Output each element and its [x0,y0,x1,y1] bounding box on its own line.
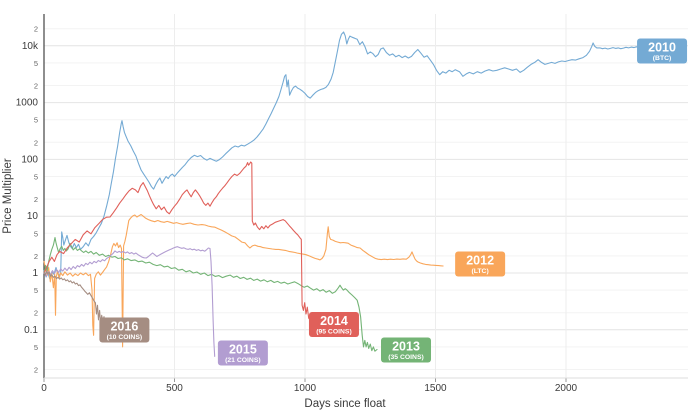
series-badge-layer: 2010(BTC) 2012(LTC) 2013(35 COINS) 2014(95 … [99,38,688,366]
series-label-year-2010: 2010 [648,41,676,55]
y-tick-label: 2 [34,252,38,261]
series-label-sub-2012: (LTC) [472,268,489,275]
series-label-box-2012 [455,251,506,277]
series-label-2014: 2014(95 COINS) [308,311,359,337]
series-label-2012: 2012(LTC) [455,251,506,277]
series-label-sub-2015: (21 COINS) [225,357,261,364]
series-label-2016: 2016(10 COINS) [99,317,150,343]
series-label-box-2016 [99,317,150,343]
y-axis-title: Price Multiplier [2,158,14,234]
y-tick-label: 10 [27,211,39,222]
y-tick-label: 5 [34,229,38,238]
y-tick-label: 1 [32,268,38,279]
y-tick-label: 5 [34,172,38,181]
series-label-box-2010 [637,38,688,64]
x-tick-label: 2000 [555,383,578,394]
series-line-2016 [43,270,109,328]
series-label-2010: 2010(BTC) [637,38,688,64]
series-line-2013 [43,237,378,352]
y-tick-label: 5 [34,343,38,352]
series-label-year-2014: 2014 [320,314,348,328]
y-tick-label: 2 [34,82,38,91]
x-tick-label: 0 [41,383,47,394]
y-tick-label: 2 [34,138,38,147]
y-tick-label: 2 [34,25,38,34]
series-label-2015: 2015(21 COINS) [217,340,268,366]
series-label-sub-2016: (10 COINS) [107,334,143,341]
y-tick-label: 1000 [16,98,39,109]
series-label-sub-2013: (35 COINS) [388,354,424,361]
series-label-box-2013 [381,337,432,363]
series-line-2014 [43,161,311,321]
x-axis-title: Days since float [304,398,386,410]
x-tick-label: 500 [166,383,183,394]
y-tick-label: 2 [34,309,38,318]
series-label-year-2012: 2012 [466,254,494,268]
y-tick-label: 5 [34,286,38,295]
series-line-2015 [43,246,216,357]
series-label-year-2015: 2015 [229,343,257,357]
y-tick-label: 5 [34,116,38,125]
series-label-sub-2010: (BTC) [653,55,672,62]
series-layer [43,31,648,357]
y-tick-label: 2 [34,195,38,204]
y-tick-label: 10k [22,41,39,52]
y-tick-label: 0.1 [24,325,38,336]
series-label-year-2013: 2013 [392,340,420,354]
series-label-sub-2014: (95 COINS) [316,328,352,335]
series-label-box-2015 [217,340,268,366]
series-line-2010 [43,31,648,280]
series-label-year-2016: 2016 [110,320,138,334]
series-label-2013: 2013(35 COINS) [381,337,432,363]
series-line-2012 [43,213,444,348]
y-tick-label: 2 [34,366,38,375]
y-tick-label: 5 [34,59,38,68]
x-tick-label: 1000 [294,383,317,394]
y-tick-label: 100 [21,154,38,165]
x-tick-label: 1500 [424,383,447,394]
series-label-box-2014 [308,311,359,337]
